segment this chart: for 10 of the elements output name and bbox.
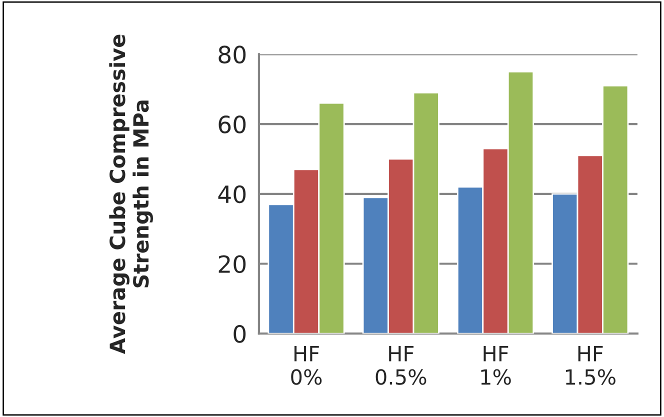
y-tick-label: 60: [218, 116, 246, 134]
x-tick-label: HF 0.5%: [376, 346, 426, 385]
x-tick-label: HF 1.5%: [566, 346, 616, 385]
y-axis-title: Average Cube Compressive Strength in MPa: [109, 34, 153, 354]
x-tick-label: HF 1%: [481, 346, 511, 385]
y-tick-label: 0: [234, 325, 246, 343]
y-tick-label: 20: [218, 255, 246, 274]
y-tick-label: 80: [218, 46, 246, 64]
x-tick-label: HF 0%: [291, 346, 322, 385]
y-tick-label: 40: [218, 185, 246, 204]
